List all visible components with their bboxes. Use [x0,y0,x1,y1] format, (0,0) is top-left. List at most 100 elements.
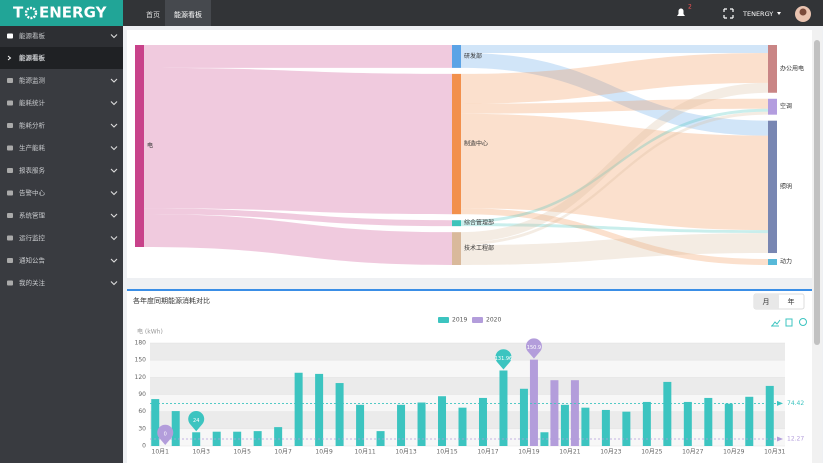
bar[interactable] [458,407,467,446]
sankey-node[interactable] [452,220,461,227]
bell-icon[interactable] [677,8,685,17]
sankey-node[interactable] [768,45,777,93]
menu-item[interactable]: 通知公告 [19,256,46,265]
bar[interactable] [151,399,160,446]
bar[interactable] [745,396,754,446]
sankey-link[interactable] [144,67,452,215]
bar[interactable] [438,396,447,446]
legend-swatch[interactable] [438,317,449,323]
chart-title: 各年度同期能源消耗对比 [133,296,210,305]
sankey-link[interactable] [461,208,768,265]
bar[interactable] [724,403,733,446]
menu-item[interactable]: 能耗统计 [19,98,46,107]
nav-tab[interactable]: 能源看板 [174,10,202,19]
bar[interactable] [233,431,242,446]
chevron [110,213,118,218]
logo-text: ENERGY [39,4,108,22]
bar[interactable] [171,411,180,446]
bar[interactable] [335,383,344,446]
nav-tab[interactable]: 首页 [146,10,160,19]
tool-icon[interactable] [771,319,781,327]
x-tick-label: 10月13 [395,449,416,456]
menu-item[interactable]: 能耗分析 [19,121,46,130]
y-tick-label: 30 [138,425,146,432]
menu-item[interactable]: 我的关注 [19,278,46,287]
sankey-link[interactable] [461,98,768,114]
menu-item[interactable]: 告警中心 [19,188,46,197]
bar[interactable] [294,372,303,446]
sankey-link[interactable] [461,233,768,265]
sankey-link[interactable] [461,223,768,234]
bar[interactable] [192,432,201,446]
scrollbar-thumb[interactable] [814,40,820,345]
bar[interactable] [376,431,385,446]
bar[interactable] [765,385,774,446]
sankey-node[interactable] [768,98,777,115]
bar[interactable] [253,431,262,446]
average-label: 12.27 [787,435,804,442]
bar[interactable] [274,427,283,446]
bar[interactable] [550,380,559,446]
sankey-node[interactable] [135,45,144,247]
menu-item[interactable]: 能源看板 [19,31,46,40]
sankey-link[interactable] [461,45,768,53]
bar[interactable] [212,431,221,446]
menu-item[interactable]: 报表服务 [19,166,46,175]
bar[interactable] [601,409,610,446]
sankey-link[interactable] [144,45,452,68]
sankey-link[interactable] [461,82,768,243]
bar[interactable] [397,404,406,446]
toggle-button[interactable]: 月 [763,298,770,306]
bar[interactable] [704,397,713,446]
sankey-node[interactable] [452,232,461,265]
x-tick-label: 10月21 [559,449,580,456]
bar[interactable] [570,380,579,446]
sankey-link[interactable] [461,113,768,231]
bar[interactable] [663,381,672,446]
tool-icon[interactable] [799,318,807,326]
submenu-item[interactable]: 能源看板 [19,53,46,62]
sankey-link[interactable] [144,214,452,265]
bar[interactable] [560,404,569,446]
toggle-button[interactable]: 年 [788,297,795,306]
legend-label[interactable]: 2019 [452,317,467,324]
sankey-node[interactable] [452,45,461,68]
bar[interactable] [315,373,324,446]
bar[interactable] [529,359,538,446]
fullscreen-icon[interactable] [723,8,734,19]
sankey-link[interactable] [461,111,768,246]
x-tick-label: 10月7 [274,449,292,456]
sankey-link[interactable] [461,52,768,104]
sankey-node[interactable] [768,120,777,254]
sankey-link[interactable] [461,108,768,224]
bar[interactable] [478,397,487,446]
bar[interactable] [642,401,651,446]
menu-item-bg [0,26,123,47]
user-name[interactable]: TENERGY [742,10,773,18]
legend-label[interactable]: 2020 [486,317,501,324]
sankey-link[interactable] [144,208,452,227]
chevron [110,78,118,83]
menu-item[interactable]: 系统管理 [19,211,46,220]
bar[interactable] [499,370,508,446]
chevron [110,101,118,106]
sankey-link[interactable] [461,52,768,136]
bar[interactable] [683,401,692,446]
menu-item[interactable]: 能源监测 [19,76,46,85]
sankey-node-label: 制造中心 [464,140,488,148]
sankey-node[interactable] [768,259,777,265]
bar[interactable] [356,404,365,446]
sankey-node[interactable] [452,73,461,215]
bar[interactable] [581,407,590,446]
menu-item[interactable]: 运行监控 [19,233,46,242]
bar[interactable] [622,411,631,446]
legend-swatch[interactable] [472,317,483,323]
bar[interactable] [519,388,528,446]
sankey-node-label: 照明 [780,183,792,190]
bar[interactable] [417,402,426,446]
tool-icon[interactable] [785,318,793,327]
menu-item[interactable]: 生产能耗 [19,143,46,152]
x-tick-label: 10月25 [641,449,662,456]
bar[interactable] [540,432,549,446]
menu-icon [7,280,13,286]
